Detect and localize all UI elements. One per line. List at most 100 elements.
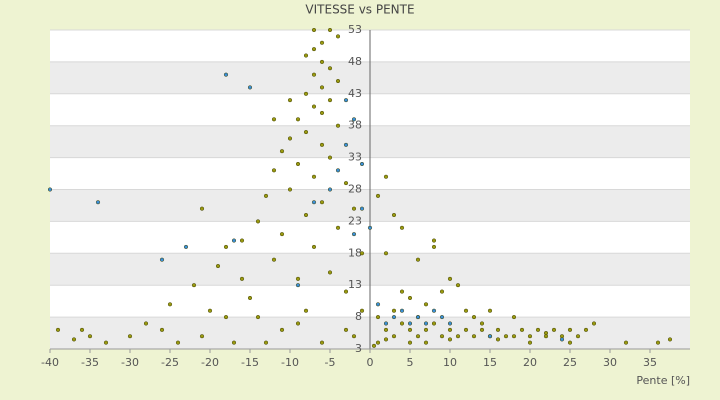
point: [295, 161, 301, 167]
x-tick-label: -25: [161, 356, 179, 369]
point: [375, 302, 381, 307]
point: [311, 174, 317, 179]
point: [447, 321, 453, 326]
point: [295, 117, 301, 122]
point: [471, 334, 477, 339]
point: [527, 340, 533, 345]
point: [391, 315, 397, 320]
point: [623, 340, 629, 345]
chart-title: VITESSE vs PENTE: [305, 3, 414, 17]
point: [247, 295, 253, 301]
point: [391, 308, 397, 313]
point: [175, 340, 181, 345]
point: [271, 117, 277, 122]
point: [511, 315, 517, 320]
point: [319, 85, 325, 90]
point: [455, 283, 461, 288]
point: [567, 340, 573, 345]
point: [383, 174, 389, 179]
point: [667, 337, 673, 342]
y-tick-label: 48: [348, 55, 362, 68]
point: [447, 276, 453, 281]
point: [359, 308, 365, 313]
point: [327, 66, 333, 71]
point: [319, 142, 325, 147]
point: [263, 193, 269, 198]
point: [591, 321, 597, 326]
point: [503, 334, 509, 339]
point: [495, 327, 501, 332]
point: [447, 337, 453, 342]
point: [383, 327, 389, 332]
point: [223, 315, 229, 320]
point: [407, 321, 413, 326]
point: [423, 340, 429, 345]
point: [311, 200, 317, 205]
point: [47, 187, 53, 192]
point: [287, 136, 293, 141]
point: [319, 340, 325, 345]
point: [495, 337, 501, 342]
point: [479, 327, 485, 332]
x-axis-label: Pente [%]: [636, 374, 690, 387]
point: [359, 251, 365, 256]
point: [159, 257, 165, 262]
point: [439, 289, 445, 294]
point: [383, 321, 389, 326]
point: [87, 334, 93, 339]
point: [351, 232, 357, 237]
point: [319, 40, 325, 45]
point: [543, 331, 549, 336]
x-tick-label: 10: [443, 356, 457, 369]
x-tick-label: -30: [121, 356, 139, 369]
point: [431, 308, 437, 313]
point: [423, 302, 429, 307]
y-tick-label: 23: [348, 214, 362, 227]
point: [239, 276, 245, 281]
point: [239, 238, 245, 243]
point: [351, 334, 357, 339]
point: [159, 327, 165, 332]
point: [271, 168, 277, 173]
point: [295, 321, 301, 326]
point: [375, 193, 381, 198]
point: [399, 289, 405, 294]
point: [487, 334, 493, 339]
x-tick-label: -5: [325, 356, 336, 369]
point: [143, 321, 149, 326]
point: [399, 308, 405, 313]
x-tick-label: 0: [367, 356, 374, 369]
x-tick-label: 5: [407, 356, 414, 369]
point: [655, 340, 661, 345]
point: [287, 98, 293, 103]
point: [407, 295, 413, 301]
point: [431, 244, 437, 249]
point: [359, 161, 365, 167]
point: [431, 321, 437, 326]
y-tick-label: 38: [348, 119, 362, 132]
point: [335, 225, 341, 230]
point: [279, 149, 285, 154]
point: [215, 264, 221, 269]
point: [415, 315, 421, 320]
point: [247, 85, 253, 90]
x-tick-label: -20: [201, 356, 219, 369]
y-tick-label: 13: [348, 278, 362, 291]
point: [383, 251, 389, 256]
point: [343, 289, 349, 294]
point: [583, 327, 589, 332]
point: [415, 334, 421, 339]
series: [47, 72, 565, 342]
x-tick-label: -10: [281, 356, 299, 369]
point: [535, 327, 541, 332]
x-tick-label: -35: [81, 356, 99, 369]
point: [511, 334, 517, 339]
y-tick-label: 53: [348, 23, 362, 36]
point: [335, 168, 341, 173]
point: [439, 315, 445, 320]
point: [311, 104, 317, 109]
x-tick-label: 15: [483, 356, 497, 369]
point: [391, 334, 397, 339]
point: [431, 238, 437, 243]
